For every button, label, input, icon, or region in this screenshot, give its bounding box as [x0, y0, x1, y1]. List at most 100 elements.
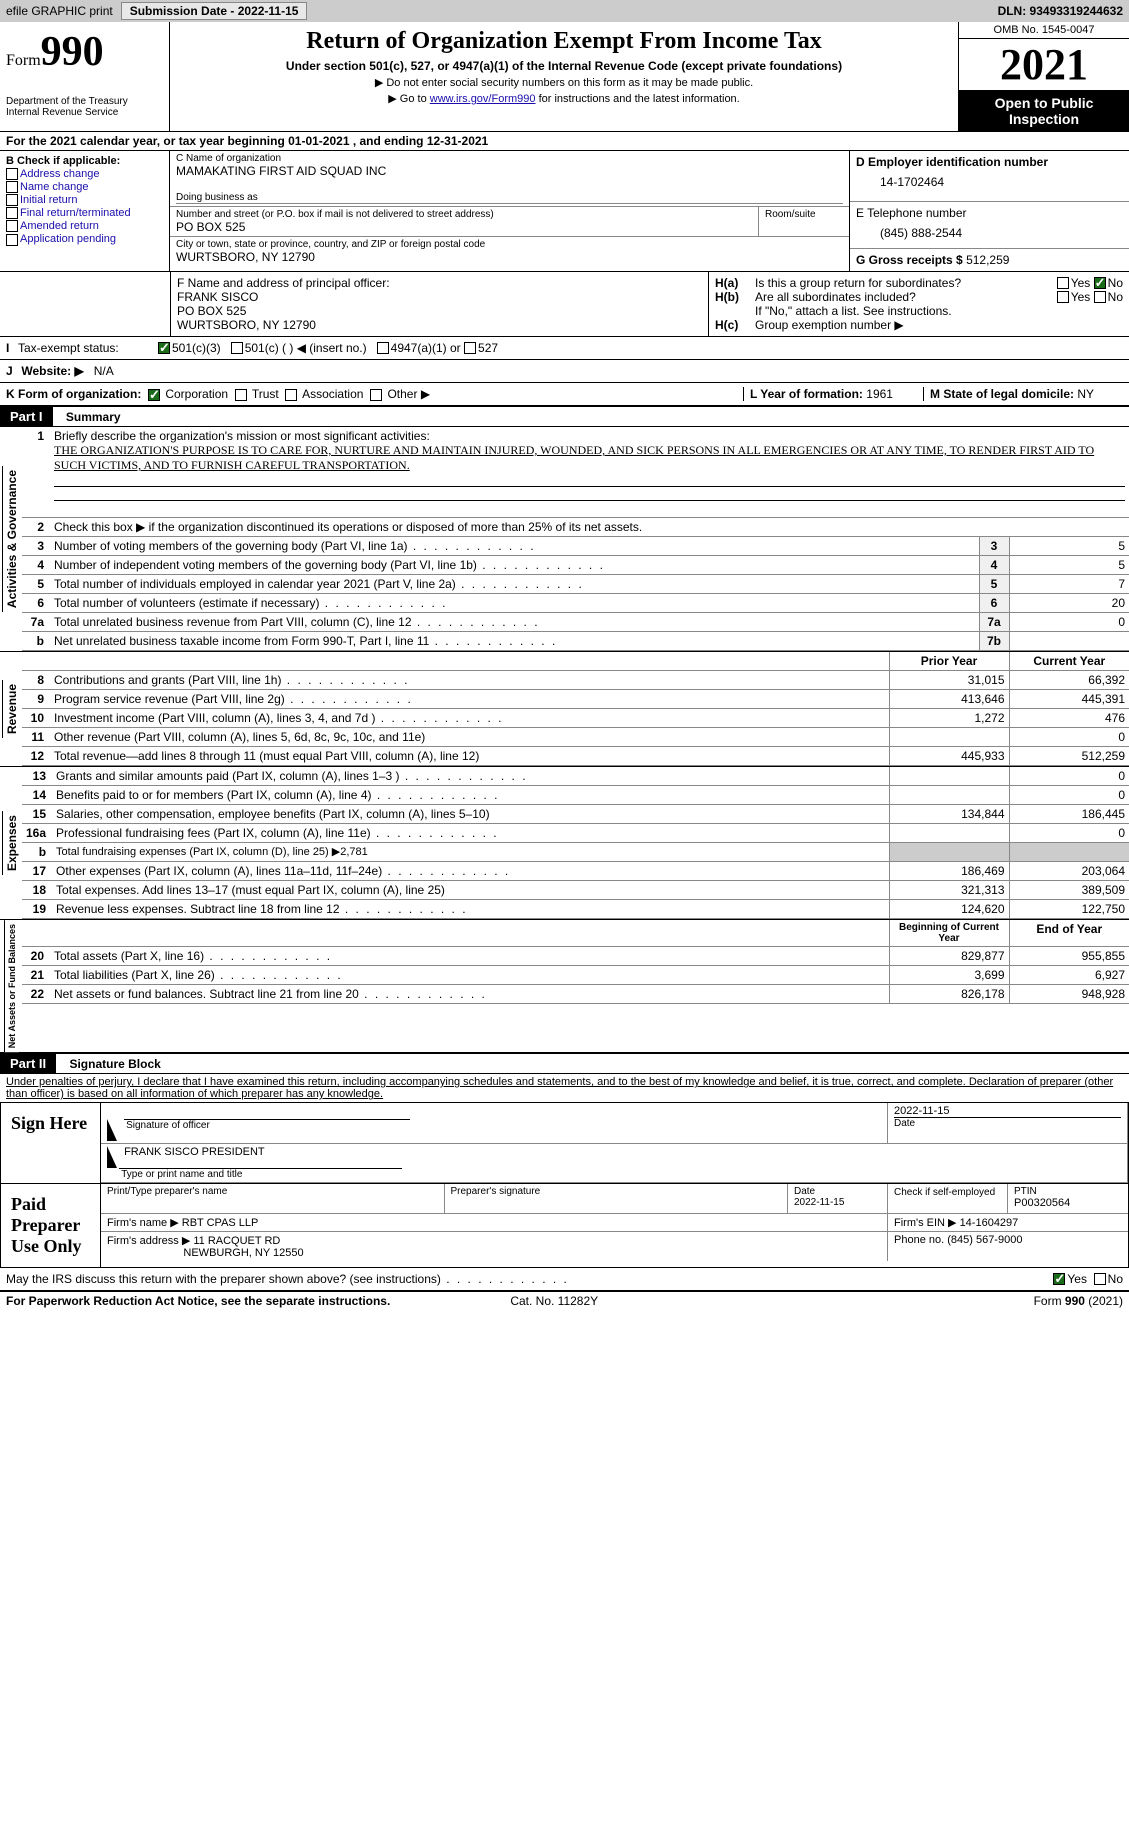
discuss-no-checkbox[interactable]	[1094, 1273, 1106, 1285]
chk-initial-return[interactable]: Initial return	[6, 194, 163, 206]
prep-date-label: Date	[794, 1186, 881, 1197]
exp-line: Professional fundraising fees (Part IX, …	[52, 824, 889, 843]
chk-app-pending[interactable]: Application pending	[6, 233, 163, 245]
firm-ein: 14-1604297	[960, 1217, 1019, 1229]
prep-name-label: Print/Type preparer's name	[107, 1186, 438, 1197]
rev-line: Total revenue—add lines 8 through 11 (mu…	[50, 747, 889, 766]
hc-label: Group exemption number ▶	[755, 318, 904, 332]
sig-date-label: Date	[894, 1117, 1121, 1129]
net-line: Total assets (Part X, line 16)	[50, 947, 889, 966]
line-a: For the 2021 calendar year, or tax year …	[0, 132, 1129, 151]
dba-label: Doing business as	[176, 192, 843, 204]
exp-line: Revenue less expenses. Subtract line 18 …	[52, 900, 889, 919]
arrow-icon	[107, 1119, 117, 1141]
hdr-end: End of Year	[1009, 920, 1129, 947]
net-line: Total liabilities (Part X, line 26)	[50, 966, 889, 985]
chk-527[interactable]	[464, 342, 476, 354]
line7a-text: Total unrelated business revenue from Pa…	[50, 613, 979, 632]
chk-address-change[interactable]: Address change	[6, 168, 163, 180]
form-org-label: K Form of organization:	[6, 387, 141, 401]
note2: ▶ Go to www.irs.gov/Form990 for instruct…	[180, 92, 948, 105]
firm-phone: (845) 567-9000	[947, 1234, 1022, 1246]
net-line: Net assets or fund balances. Subtract li…	[50, 985, 889, 1004]
note1: ▶ Do not enter social security numbers o…	[180, 76, 948, 89]
omb-number: OMB No. 1545-0047	[959, 22, 1129, 39]
line4-value: 5	[1009, 556, 1129, 575]
line3-text: Number of voting members of the governin…	[50, 537, 979, 556]
pra-notice: For Paperwork Reduction Act Notice, see …	[6, 1294, 390, 1308]
phone-label: E Telephone number	[856, 206, 1123, 220]
dept-label: Department of the Treasury	[6, 96, 163, 107]
chk-assoc[interactable]	[285, 389, 297, 401]
chk-self-employed[interactable]: Check if self-employed	[894, 1187, 995, 1198]
hb-label: Are all subordinates included?	[755, 290, 1057, 304]
officer-addr1: PO BOX 525	[177, 304, 702, 318]
chk-amended-return[interactable]: Amended return	[6, 220, 163, 232]
chk-501c[interactable]	[231, 342, 243, 354]
mission-text: THE ORGANIZATION'S PURPOSE IS TO CARE FO…	[54, 443, 1094, 472]
year-formation-value: 1961	[866, 387, 893, 401]
hdr-curr: Current Year	[1009, 652, 1129, 671]
hb-no-checkbox[interactable]	[1094, 291, 1106, 303]
ha-yes-checkbox[interactable]	[1057, 277, 1069, 289]
chk-4947[interactable]	[377, 342, 389, 354]
exp-line: Benefits paid to or for members (Part IX…	[52, 786, 889, 805]
org-address: PO BOX 525	[176, 220, 752, 234]
subtitle: Under section 501(c), 527, or 4947(a)(1)…	[180, 59, 948, 73]
firm-phone-label: Phone no.	[894, 1234, 944, 1246]
form-990-logo: Form990	[6, 28, 163, 76]
prep-date-value: 2022-11-15	[794, 1197, 881, 1208]
phone-value: (845) 888-2544	[856, 220, 1123, 240]
rev-line: Other revenue (Part VIII, column (A), li…	[50, 728, 889, 747]
sign-here-label: Sign Here	[1, 1103, 101, 1183]
irs-link[interactable]: www.irs.gov/Form990	[430, 93, 536, 105]
side-net: Net Assets or Fund Balances	[4, 920, 19, 1052]
chk-corp[interactable]	[148, 389, 160, 401]
arrow-icon	[107, 1146, 117, 1168]
paid-preparer-label: Paid Preparer Use Only	[1, 1184, 101, 1267]
chk-501c3[interactable]	[158, 342, 170, 354]
ein-value: 14-1702464	[856, 169, 1123, 189]
line6-text: Total number of volunteers (estimate if …	[50, 594, 979, 613]
ha-no-checkbox[interactable]	[1094, 277, 1106, 289]
officer-addr2: WURTSBORO, NY 12790	[177, 318, 702, 332]
city-label: City or town, state or province, country…	[176, 239, 843, 250]
chk-final-return[interactable]: Final return/terminated	[6, 207, 163, 219]
public-inspection: Open to Public Inspection	[959, 91, 1129, 131]
discuss-yes-checkbox[interactable]	[1053, 1273, 1065, 1285]
firm-ein-label: Firm's EIN ▶	[894, 1217, 957, 1229]
tax-year: 2021	[959, 39, 1129, 91]
hb-note: If "No," attach a list. See instructions…	[715, 304, 1123, 318]
typed-label: Type or print name and title	[119, 1168, 402, 1180]
state-domicile-label: M State of legal domicile:	[930, 387, 1074, 401]
line7a-value: 0	[1009, 613, 1129, 632]
side-activities: Activities & Governance	[2, 466, 21, 612]
top-bar: efile GRAPHIC print Submission Date - 20…	[0, 0, 1129, 22]
gross-receipts-value: 512,259	[966, 253, 1009, 267]
rev-line: Program service revenue (Part VIII, line…	[50, 690, 889, 709]
chk-name-change[interactable]: Name change	[6, 181, 163, 193]
hb-yes-checkbox[interactable]	[1057, 291, 1069, 303]
sig-name: FRANK SISCO PRESIDENT	[124, 1146, 265, 1158]
line4-text: Number of independent voting members of …	[50, 556, 979, 575]
firm-name: RBT CPAS LLP	[182, 1217, 259, 1229]
exp-line-16b: Total fundraising expenses (Part IX, col…	[52, 843, 889, 862]
exp-line: Other expenses (Part IX, column (A), lin…	[52, 862, 889, 881]
paid-preparer-block: Paid Preparer Use Only Print/Type prepar…	[0, 1184, 1129, 1268]
line5-value: 7	[1009, 575, 1129, 594]
state-domicile-value: NY	[1077, 387, 1094, 401]
line7b-text: Net unrelated business taxable income fr…	[50, 632, 979, 651]
officer-label: F Name and address of principal officer:	[177, 276, 702, 290]
ein-label: D Employer identification number	[856, 155, 1048, 169]
line3-value: 5	[1009, 537, 1129, 556]
side-revenue: Revenue	[2, 680, 21, 738]
hdr-prior: Prior Year	[889, 652, 1009, 671]
part2-title: Signature Block	[59, 1057, 160, 1071]
efile-label: efile GRAPHIC print	[6, 4, 113, 18]
submission-date-button[interactable]: Submission Date - 2022-11-15	[121, 2, 308, 20]
firm-addr2: NEWBURGH, NY 12550	[183, 1247, 303, 1259]
chk-other[interactable]	[370, 389, 382, 401]
chk-trust[interactable]	[235, 389, 247, 401]
line2: Check this box ▶ if the organization dis…	[50, 518, 1129, 537]
sig-date-value: 2022-11-15	[894, 1105, 1121, 1117]
